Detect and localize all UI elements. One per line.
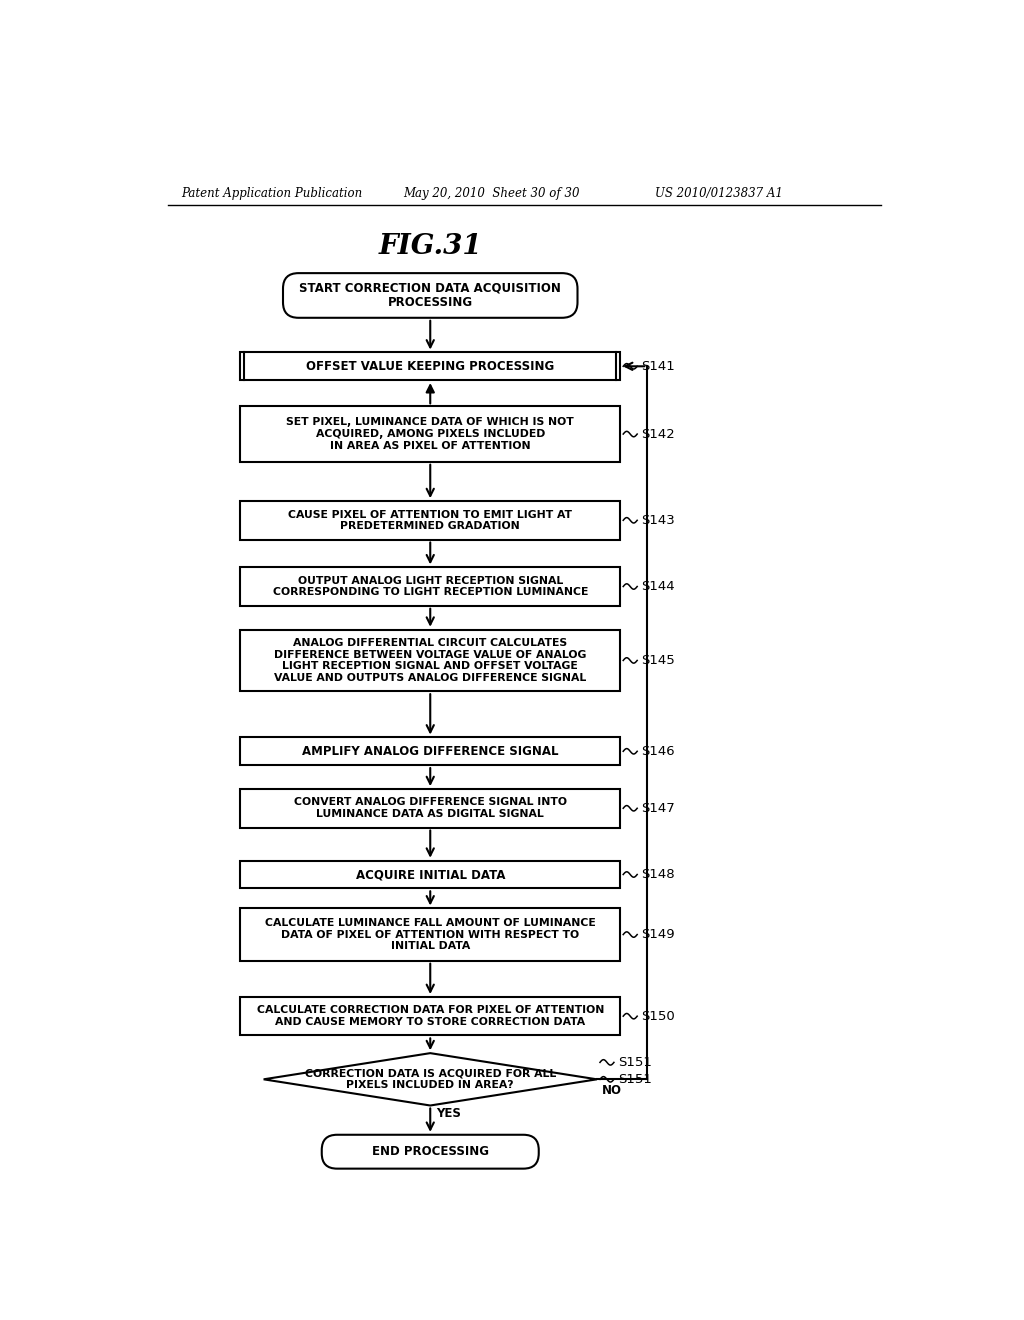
Text: S149: S149	[641, 928, 675, 941]
Polygon shape	[263, 1053, 597, 1106]
Text: S148: S148	[641, 869, 675, 880]
Text: ANALOG DIFFERENTIAL CIRCUIT CALCULATES
DIFFERENCE BETWEEN VOLTAGE VALUE OF ANALO: ANALOG DIFFERENTIAL CIRCUIT CALCULATES D…	[274, 638, 587, 682]
Text: S141: S141	[641, 360, 675, 372]
Bar	[241, 630, 621, 692]
Text: END PROCESSING: END PROCESSING	[372, 1146, 488, 1158]
Bar	[241, 738, 621, 766]
Text: S151: S151	[617, 1056, 651, 1069]
Text: S150: S150	[641, 1010, 675, 1023]
Text: ACQUIRE INITIAL DATA: ACQUIRE INITIAL DATA	[355, 869, 505, 880]
Text: S151: S151	[617, 1073, 651, 1086]
Bar	[241, 789, 621, 828]
Bar	[241, 997, 621, 1035]
FancyBboxPatch shape	[322, 1135, 539, 1168]
Text: START CORRECTION DATA ACQUISITION
PROCESSING: START CORRECTION DATA ACQUISITION PROCES…	[299, 281, 561, 309]
Text: CONVERT ANALOG DIFFERENCE SIGNAL INTO
LUMINANCE DATA AS DIGITAL SIGNAL: CONVERT ANALOG DIFFERENCE SIGNAL INTO LU…	[294, 797, 566, 820]
Text: YES: YES	[436, 1106, 462, 1119]
Bar	[241, 861, 621, 888]
Text: S147: S147	[641, 801, 675, 814]
Text: OFFSET VALUE KEEPING PROCESSING: OFFSET VALUE KEEPING PROCESSING	[306, 360, 554, 372]
Text: SET PIXEL, LUMINANCE DATA OF WHICH IS NOT
ACQUIRED, AMONG PIXELS INCLUDED
IN ARE: SET PIXEL, LUMINANCE DATA OF WHICH IS NO…	[287, 417, 574, 450]
Text: US 2010/0123837 A1: US 2010/0123837 A1	[655, 186, 783, 199]
Text: S145: S145	[641, 653, 675, 667]
Text: S146: S146	[641, 744, 675, 758]
Text: AMPLIFY ANALOG DIFFERENCE SIGNAL: AMPLIFY ANALOG DIFFERENCE SIGNAL	[302, 744, 558, 758]
Bar	[241, 407, 621, 462]
Text: FIG.31: FIG.31	[379, 234, 482, 260]
Text: S143: S143	[641, 513, 675, 527]
Text: OUTPUT ANALOG LIGHT RECEPTION SIGNAL
CORRESPONDING TO LIGHT RECEPTION LUMINANCE: OUTPUT ANALOG LIGHT RECEPTION SIGNAL COR…	[272, 576, 588, 598]
Text: May 20, 2010  Sheet 30 of 30: May 20, 2010 Sheet 30 of 30	[403, 186, 580, 199]
Text: Patent Application Publication: Patent Application Publication	[180, 186, 361, 199]
Bar	[241, 908, 621, 961]
Text: S144: S144	[641, 579, 675, 593]
Text: CALCULATE CORRECTION DATA FOR PIXEL OF ATTENTION
AND CAUSE MEMORY TO STORE CORRE: CALCULATE CORRECTION DATA FOR PIXEL OF A…	[257, 1006, 604, 1027]
Bar	[241, 502, 621, 540]
Text: CORRECTION DATA IS ACQUIRED FOR ALL
PIXELS INCLUDED IN AREA?: CORRECTION DATA IS ACQUIRED FOR ALL PIXE…	[304, 1068, 556, 1090]
Bar	[241, 352, 621, 380]
Text: CAUSE PIXEL OF ATTENTION TO EMIT LIGHT AT
PREDETERMINED GRADATION: CAUSE PIXEL OF ATTENTION TO EMIT LIGHT A…	[288, 510, 572, 531]
Text: S142: S142	[641, 428, 675, 441]
Bar	[241, 568, 621, 606]
FancyBboxPatch shape	[283, 273, 578, 318]
Text: NO: NO	[601, 1084, 622, 1097]
Text: CALCULATE LUMINANCE FALL AMOUNT OF LUMINANCE
DATA OF PIXEL OF ATTENTION WITH RES: CALCULATE LUMINANCE FALL AMOUNT OF LUMIN…	[265, 917, 596, 952]
